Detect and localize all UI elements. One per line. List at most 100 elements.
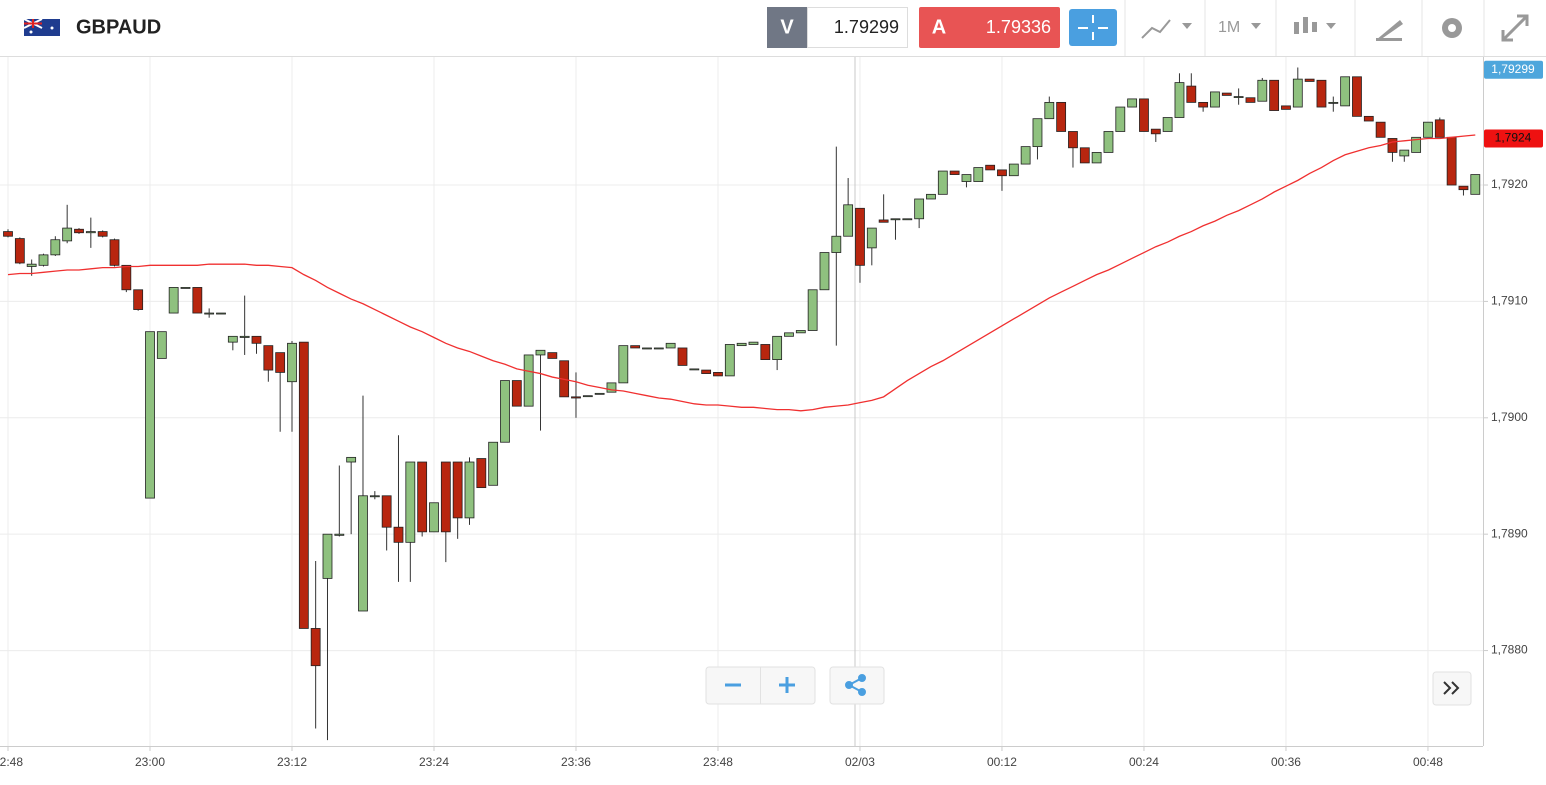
candle-body <box>523 354 534 407</box>
candle-body <box>1304 78 1315 82</box>
candle-body <box>677 347 688 366</box>
x-tick-label: 23:12 <box>277 755 307 769</box>
candle-body <box>772 335 783 361</box>
y-tick-label: 1,7900 <box>1491 410 1528 424</box>
draw-button[interactable] <box>1376 20 1403 41</box>
candle-body <box>216 312 226 315</box>
candle-body <box>1281 105 1291 110</box>
candle-body <box>133 289 144 310</box>
axes: 1,7880 1,7890 1,7900 1,7910 1,7920 22:48 23:00… <box>0 60 1543 769</box>
candle-body <box>287 342 297 383</box>
chart-type-button[interactable] <box>1141 19 1192 39</box>
candle-body <box>985 164 996 171</box>
candle-body <box>1079 147 1090 164</box>
candle-body <box>1162 117 1173 132</box>
candle-body <box>1139 98 1149 132</box>
candle-body <box>961 174 972 182</box>
flag <box>23 18 60 36</box>
price-tag <box>1484 60 1543 79</box>
candle-body <box>914 198 925 220</box>
candle-body <box>180 287 191 289</box>
candle-body <box>997 169 1007 177</box>
candle-body <box>62 227 73 242</box>
candle-body <box>902 218 913 221</box>
candle-body <box>890 218 901 221</box>
sell-label: V <box>780 16 794 38</box>
grid <box>0 57 1483 746</box>
candle-body <box>1470 174 1481 195</box>
candle-body <box>26 263 37 267</box>
candle-body <box>381 495 392 528</box>
candle-body <box>1020 146 1031 165</box>
sell-price: 1.79299 <box>834 17 899 37</box>
candle-body <box>393 526 404 543</box>
candle-body <box>807 289 818 331</box>
fullscreen-button[interactable] <box>1501 14 1529 42</box>
x-tick-label: 00:36 <box>1271 755 1301 769</box>
candle-body <box>843 204 854 237</box>
buy-button[interactable] <box>919 7 1060 48</box>
candle-body <box>192 287 203 314</box>
candle-body <box>535 349 546 356</box>
candle-body <box>582 395 593 398</box>
candle-body <box>358 495 368 612</box>
price-tag <box>1484 129 1543 148</box>
share-button[interactable] <box>829 666 885 705</box>
candle-body <box>831 235 842 253</box>
candle-body <box>251 335 262 344</box>
candle-body <box>369 495 380 498</box>
candle-body <box>227 335 238 343</box>
candle-body <box>476 458 487 489</box>
candle-button[interactable] <box>1294 17 1336 34</box>
price-tag-label: 1,7924 <box>1495 131 1532 145</box>
chart: 1,7880 1,7890 1,7900 1,7910 1,7920 22:48 23:00… <box>0 57 1543 769</box>
candle-body <box>1008 163 1019 177</box>
candle-body <box>1233 96 1244 98</box>
sell-button[interactable] <box>767 7 807 48</box>
candle-body <box>606 382 617 393</box>
candle-body <box>795 330 806 334</box>
candle-body <box>1103 131 1114 153</box>
candle-body <box>1292 78 1303 108</box>
settings-button[interactable] <box>1442 18 1462 38</box>
candle-body <box>1434 119 1445 138</box>
candle-body <box>1056 101 1067 132</box>
candle-body <box>1328 101 1339 104</box>
candle-body <box>1198 101 1209 108</box>
candle-body <box>322 533 333 579</box>
candle-body <box>784 332 794 337</box>
moving-average <box>7 134 1476 412</box>
candle-body <box>156 331 167 359</box>
candle-body <box>1186 85 1197 103</box>
candle-body <box>3 231 13 237</box>
zoom-in[interactable] <box>779 677 795 693</box>
candle-body <box>642 347 652 350</box>
crosshair-button[interactable] <box>1069 9 1117 46</box>
sell-price-box[interactable] <box>807 7 908 48</box>
candle-body <box>1032 118 1043 148</box>
symbol: GBPAUD <box>76 16 161 38</box>
candle-body <box>653 347 664 350</box>
candle-body <box>452 461 463 519</box>
candle-body <box>1127 98 1138 108</box>
candle-body <box>121 264 132 291</box>
scroll-end-icon <box>1443 681 1460 695</box>
candle-body <box>298 341 309 629</box>
candle-body <box>819 252 830 291</box>
scroll-end-button[interactable] <box>1432 671 1472 706</box>
candle-body <box>429 502 439 533</box>
x-tick-label: 00:24 <box>1129 755 1159 769</box>
candle-body <box>1245 97 1256 103</box>
candle-body <box>748 341 759 345</box>
candle-body <box>760 344 771 361</box>
candle-body <box>973 167 984 182</box>
timeframe[interactable]: 1M <box>1218 19 1240 36</box>
buy-label: A <box>932 16 946 38</box>
candle-body <box>1091 152 1102 164</box>
candle-body <box>1411 136 1422 153</box>
candle-body <box>346 456 357 463</box>
candle-body <box>38 254 49 266</box>
toolbar: GBPAUD V 1.79299 A 1.79336 1M <box>0 0 1546 57</box>
toolbar-separators <box>1124 0 1485 56</box>
